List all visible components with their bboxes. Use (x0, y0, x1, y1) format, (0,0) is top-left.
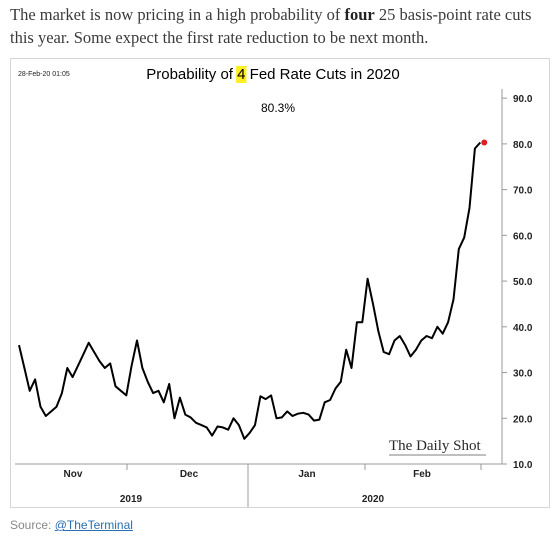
y-tick-label: 20.0 (513, 414, 533, 425)
x-month-label: Dec (180, 469, 199, 480)
series-line (18, 141, 482, 440)
title-text-end: Fed Rate Cuts in 2020 (245, 66, 399, 83)
last-value-label: 80.3% (261, 101, 295, 115)
chart-title: Probability of 4 Fed Rate Cuts in 2020 (146, 66, 400, 83)
intro-bold-word: four (344, 5, 375, 24)
title-highlight-box (236, 66, 247, 83)
x-axis: Nov Dec Jan Feb 2019 2020 (64, 464, 482, 507)
source-prefix: Source: (10, 518, 55, 532)
source-link[interactable]: @TheTerminal (54, 518, 133, 532)
chart-panel: 28-Feb-20 01:05 Probability of 4 Fed Rat… (10, 58, 550, 508)
x-month-label: Feb (413, 469, 431, 480)
intro-text-start: The market is now pricing in a high prob… (10, 5, 345, 24)
y-tick-label: 40.0 (513, 323, 533, 334)
y-axis: 10.0 20.0 30.0 40.0 50.0 60.0 70.0 80.0 90.0 (502, 94, 533, 471)
y-tick-label: 50.0 (513, 277, 533, 288)
x-year-label: 2020 (362, 494, 385, 505)
chart-timestamp: 28-Feb-20 01:05 (18, 71, 70, 78)
watermark: The Daily Shot (389, 438, 481, 454)
y-tick-label: 30.0 (513, 369, 533, 380)
x-year-label: 2019 (120, 494, 143, 505)
y-tick-label: 70.0 (513, 186, 533, 197)
x-month-label: Jan (298, 469, 315, 480)
title-highlight-number: 4 (237, 66, 245, 83)
x-month-label: Nov (64, 469, 83, 480)
last-point-marker (481, 139, 488, 146)
source-credit: Source: @TheTerminal (10, 518, 133, 532)
svg-text:Probability of 4 Fed Rate Cuts: Probability of 4 Fed Rate Cuts in 2020 (146, 66, 400, 83)
y-tick-label: 10.0 (513, 460, 533, 471)
title-text-start: Probability of (146, 66, 237, 83)
y-tick-label: 60.0 (513, 231, 533, 242)
article-intro: The market is now pricing in a high prob… (10, 3, 555, 49)
y-tick-label: 90.0 (513, 94, 533, 105)
fed-cuts-chart: 28-Feb-20 01:05 Probability of 4 Fed Rat… (15, 66, 533, 507)
y-tick-label: 80.0 (513, 140, 533, 151)
intro-text-end: 25 basis-point rate cuts this year. Some… (10, 5, 532, 47)
